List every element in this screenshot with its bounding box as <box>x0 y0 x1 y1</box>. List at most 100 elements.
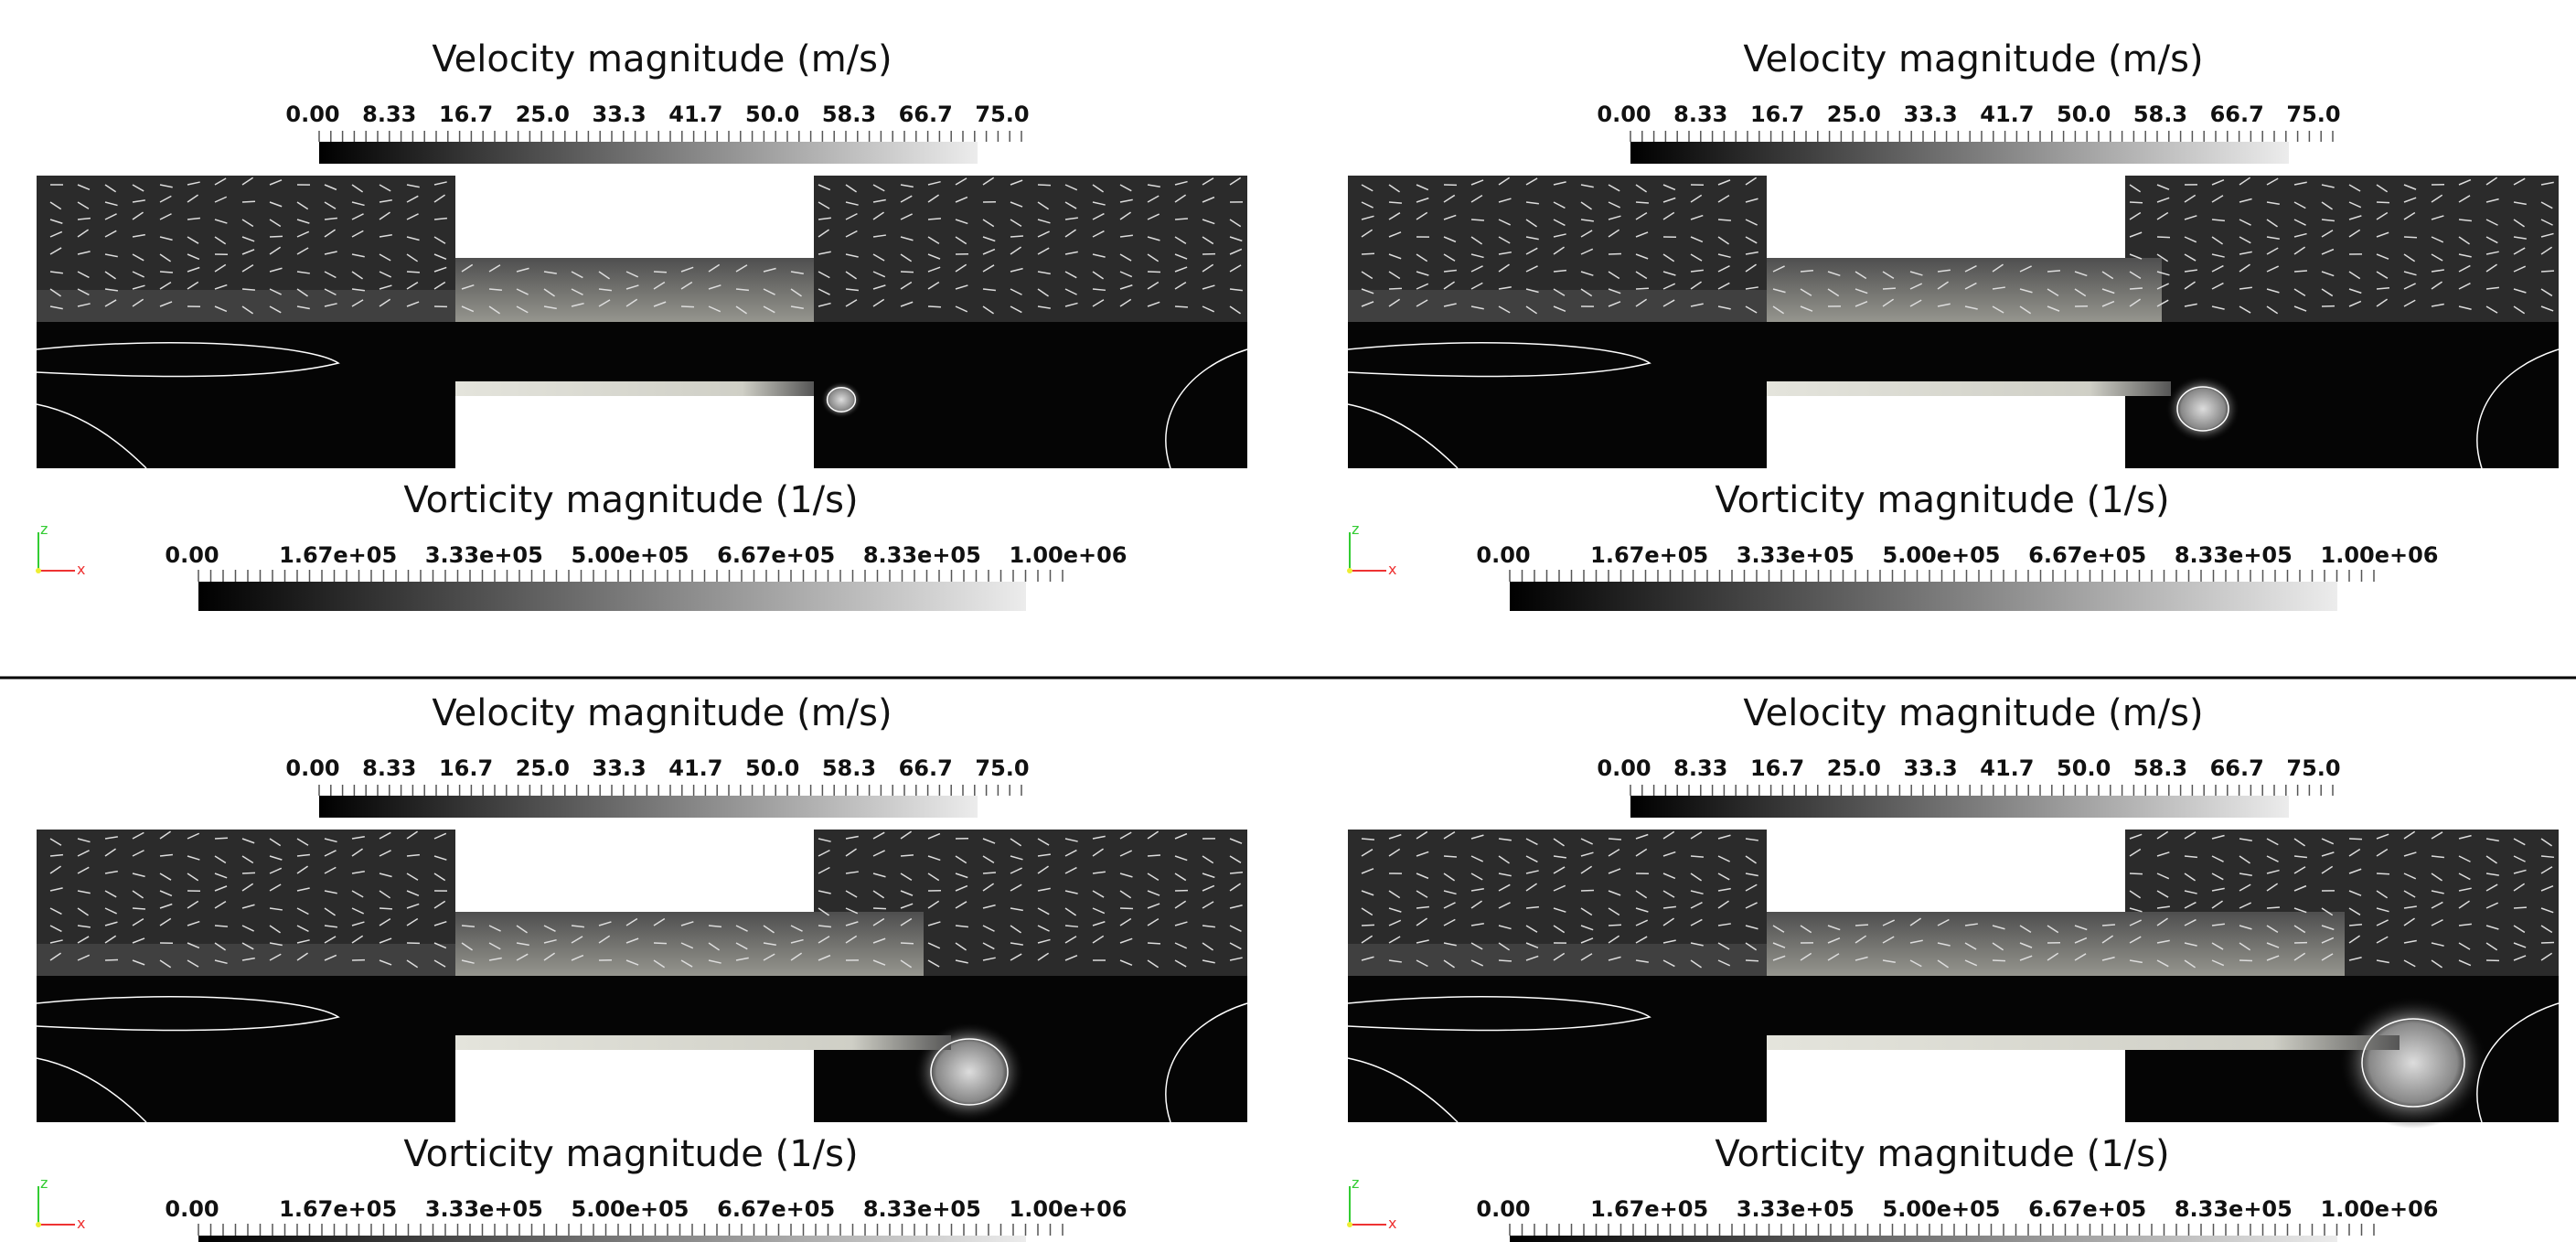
velocity-arrow <box>654 272 667 273</box>
velocity-label: 66.7 <box>2210 102 2264 127</box>
velocity-label: 16.7 <box>1750 102 1804 127</box>
vorticity-label: 8.33e+05 <box>863 542 981 568</box>
velocity-arrow <box>270 236 283 237</box>
vorticity-colorbar <box>1510 582 2337 611</box>
page: html, body { margin: 0; padding: 0; widt… <box>0 0 2576 1242</box>
axis-x-label: x <box>77 561 85 578</box>
velocity-title: Velocity magnitude (m/s) <box>432 38 892 80</box>
panel: Velocity magnitude (m/s)0.008.3316.725.0… <box>36 692 1247 1242</box>
velocity-label: 58.3 <box>822 755 876 781</box>
panel: Velocity magnitude (m/s)0.008.3316.725.0… <box>1347 38 2559 611</box>
velocity-label: 41.7 <box>668 102 722 127</box>
axis-origin <box>36 1222 41 1227</box>
channel-flow <box>1767 258 2162 322</box>
vorticity-label: 5.00e+05 <box>572 542 689 568</box>
flow-field <box>37 830 1247 1122</box>
shear-jet <box>455 1035 951 1050</box>
flow-field <box>1348 176 2559 468</box>
velocity-arrow <box>1609 253 1621 254</box>
vorticity-label: 6.67e+05 <box>717 542 835 568</box>
velocity-arrow <box>1148 943 1160 944</box>
velocity-arrow <box>681 306 694 307</box>
vorticity-title: Vorticity magnitude (1/s) <box>1715 1133 2169 1175</box>
vorticity-label: 1.00e+06 <box>1010 542 1128 568</box>
velocity-arrow <box>1444 856 1457 857</box>
vorticity-label: 3.33e+05 <box>1737 542 1855 568</box>
velocity-arrow <box>2157 237 2170 238</box>
channel-flow <box>455 258 814 322</box>
velocity-arrow <box>407 272 420 273</box>
axis-z-label: z <box>40 520 48 538</box>
velocity-label: 75.0 <box>975 755 1029 781</box>
axis-x-label: x <box>1388 561 1396 578</box>
velocity-arrow <box>2349 839 2362 840</box>
shear-jet <box>1767 381 2171 396</box>
velocity-arrow <box>215 838 228 839</box>
axis-x-label: x <box>77 1215 85 1232</box>
velocity-colorbar <box>1630 142 2289 164</box>
velocity-label: 0.00 <box>285 102 339 127</box>
velocity-label: 33.3 <box>1904 102 1958 127</box>
velocity-label: 75.0 <box>975 102 1029 127</box>
velocity-arrow <box>654 943 667 944</box>
axis-origin <box>1347 568 1352 573</box>
velocity-colorbar <box>319 142 978 164</box>
top-obstacle <box>455 830 814 912</box>
velocity-colorbar <box>1630 796 2289 818</box>
axis-z-label: z <box>1352 520 1359 538</box>
velocity-arrow <box>1581 890 1594 891</box>
velocity-label: 75.0 <box>2286 102 2340 127</box>
velocity-arrow <box>2102 925 2115 926</box>
velocity-arrow <box>2130 202 2143 203</box>
velocity-arrow <box>1855 925 1868 926</box>
velocity-arrow <box>1883 288 1896 289</box>
bottom-obstacle <box>1767 1050 2125 1122</box>
vorticity-label: 5.00e+05 <box>1883 1196 2001 1222</box>
velocity-label: 58.3 <box>822 102 876 127</box>
velocity-label: 16.7 <box>439 102 493 127</box>
velocity-label: 0.00 <box>1597 102 1651 127</box>
vorticity-colorbar <box>1510 1236 2337 1242</box>
axis-z-label: z <box>1352 1174 1359 1192</box>
inflow-band <box>37 290 455 322</box>
velocity-label: 58.3 <box>2133 102 2187 127</box>
vorticity-label: 1.00e+06 <box>2321 1196 2439 1222</box>
velocity-arrow <box>1636 288 1649 289</box>
vorticity-label: 0.00 <box>165 542 219 568</box>
velocity-arrow <box>2130 288 2143 289</box>
panel: Velocity magnitude (m/s)0.008.3316.725.0… <box>1347 692 2559 1242</box>
velocity-arrow <box>2514 907 2527 908</box>
vorticity-label: 3.33e+05 <box>425 1196 543 1222</box>
velocity-label: 16.7 <box>439 755 493 781</box>
velocity-arrow <box>1010 236 1023 237</box>
velocity-label: 8.33 <box>1673 755 1727 781</box>
vorticity-label: 8.33e+05 <box>2175 542 2293 568</box>
velocity-label: 8.33 <box>362 755 416 781</box>
velocity-label: 0.00 <box>1597 755 1651 781</box>
axis-origin <box>1347 1222 1352 1227</box>
velocity-colorbar <box>319 796 978 818</box>
vorticity-label: 0.00 <box>1476 1196 1530 1222</box>
flow-field <box>37 176 1247 468</box>
velocity-label: 41.7 <box>1980 755 2034 781</box>
velocity-label: 25.0 <box>1827 102 1881 127</box>
velocity-label: 8.33 <box>1673 102 1727 127</box>
vorticity-label: 1.67e+05 <box>1590 1196 1708 1222</box>
velocity-label: 66.7 <box>899 755 953 781</box>
top-obstacle <box>1767 176 2125 258</box>
velocity-arrow <box>1175 306 1188 307</box>
velocity-label: 33.3 <box>1904 755 1958 781</box>
inflow-band <box>1348 290 1767 322</box>
vorticity-label: 1.00e+06 <box>1010 1196 1128 1222</box>
vorticity-label: 8.33e+05 <box>2175 1196 2293 1222</box>
figure: Velocity magnitude (m/s) 0.00 8.33 16.7 25.0… <box>0 0 2576 1242</box>
vorticity-label: 1.67e+05 <box>279 1196 397 1222</box>
velocity-label: 0.00 <box>285 755 339 781</box>
vorticity-label: 8.33e+05 <box>863 1196 981 1222</box>
vorticity-colorbar <box>198 1236 1026 1242</box>
vorticity-label: 1.67e+05 <box>279 542 397 568</box>
vorticity-label: 1.67e+05 <box>1590 542 1708 568</box>
velocity-arrow <box>1746 960 1758 961</box>
velocity-arrow <box>1362 925 1374 926</box>
vorticity-label: 0.00 <box>165 1196 219 1222</box>
